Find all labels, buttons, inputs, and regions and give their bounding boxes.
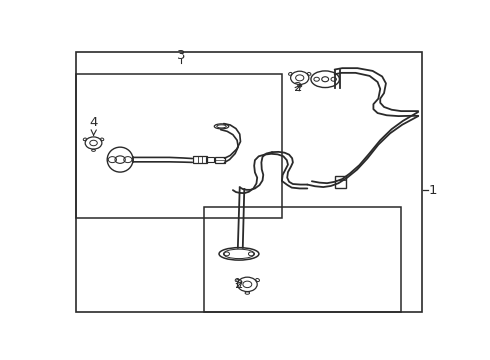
Bar [76,74,281,218]
Bar [206,157,214,162]
Bar [335,176,346,188]
Text: 2: 2 [235,278,244,291]
Bar [216,157,225,163]
Bar [204,207,401,312]
Text: 3: 3 [176,49,185,62]
Text: 2: 2 [294,81,303,94]
Text: 1: 1 [428,184,437,197]
Text: 4: 4 [90,116,98,135]
Bar [193,156,207,163]
